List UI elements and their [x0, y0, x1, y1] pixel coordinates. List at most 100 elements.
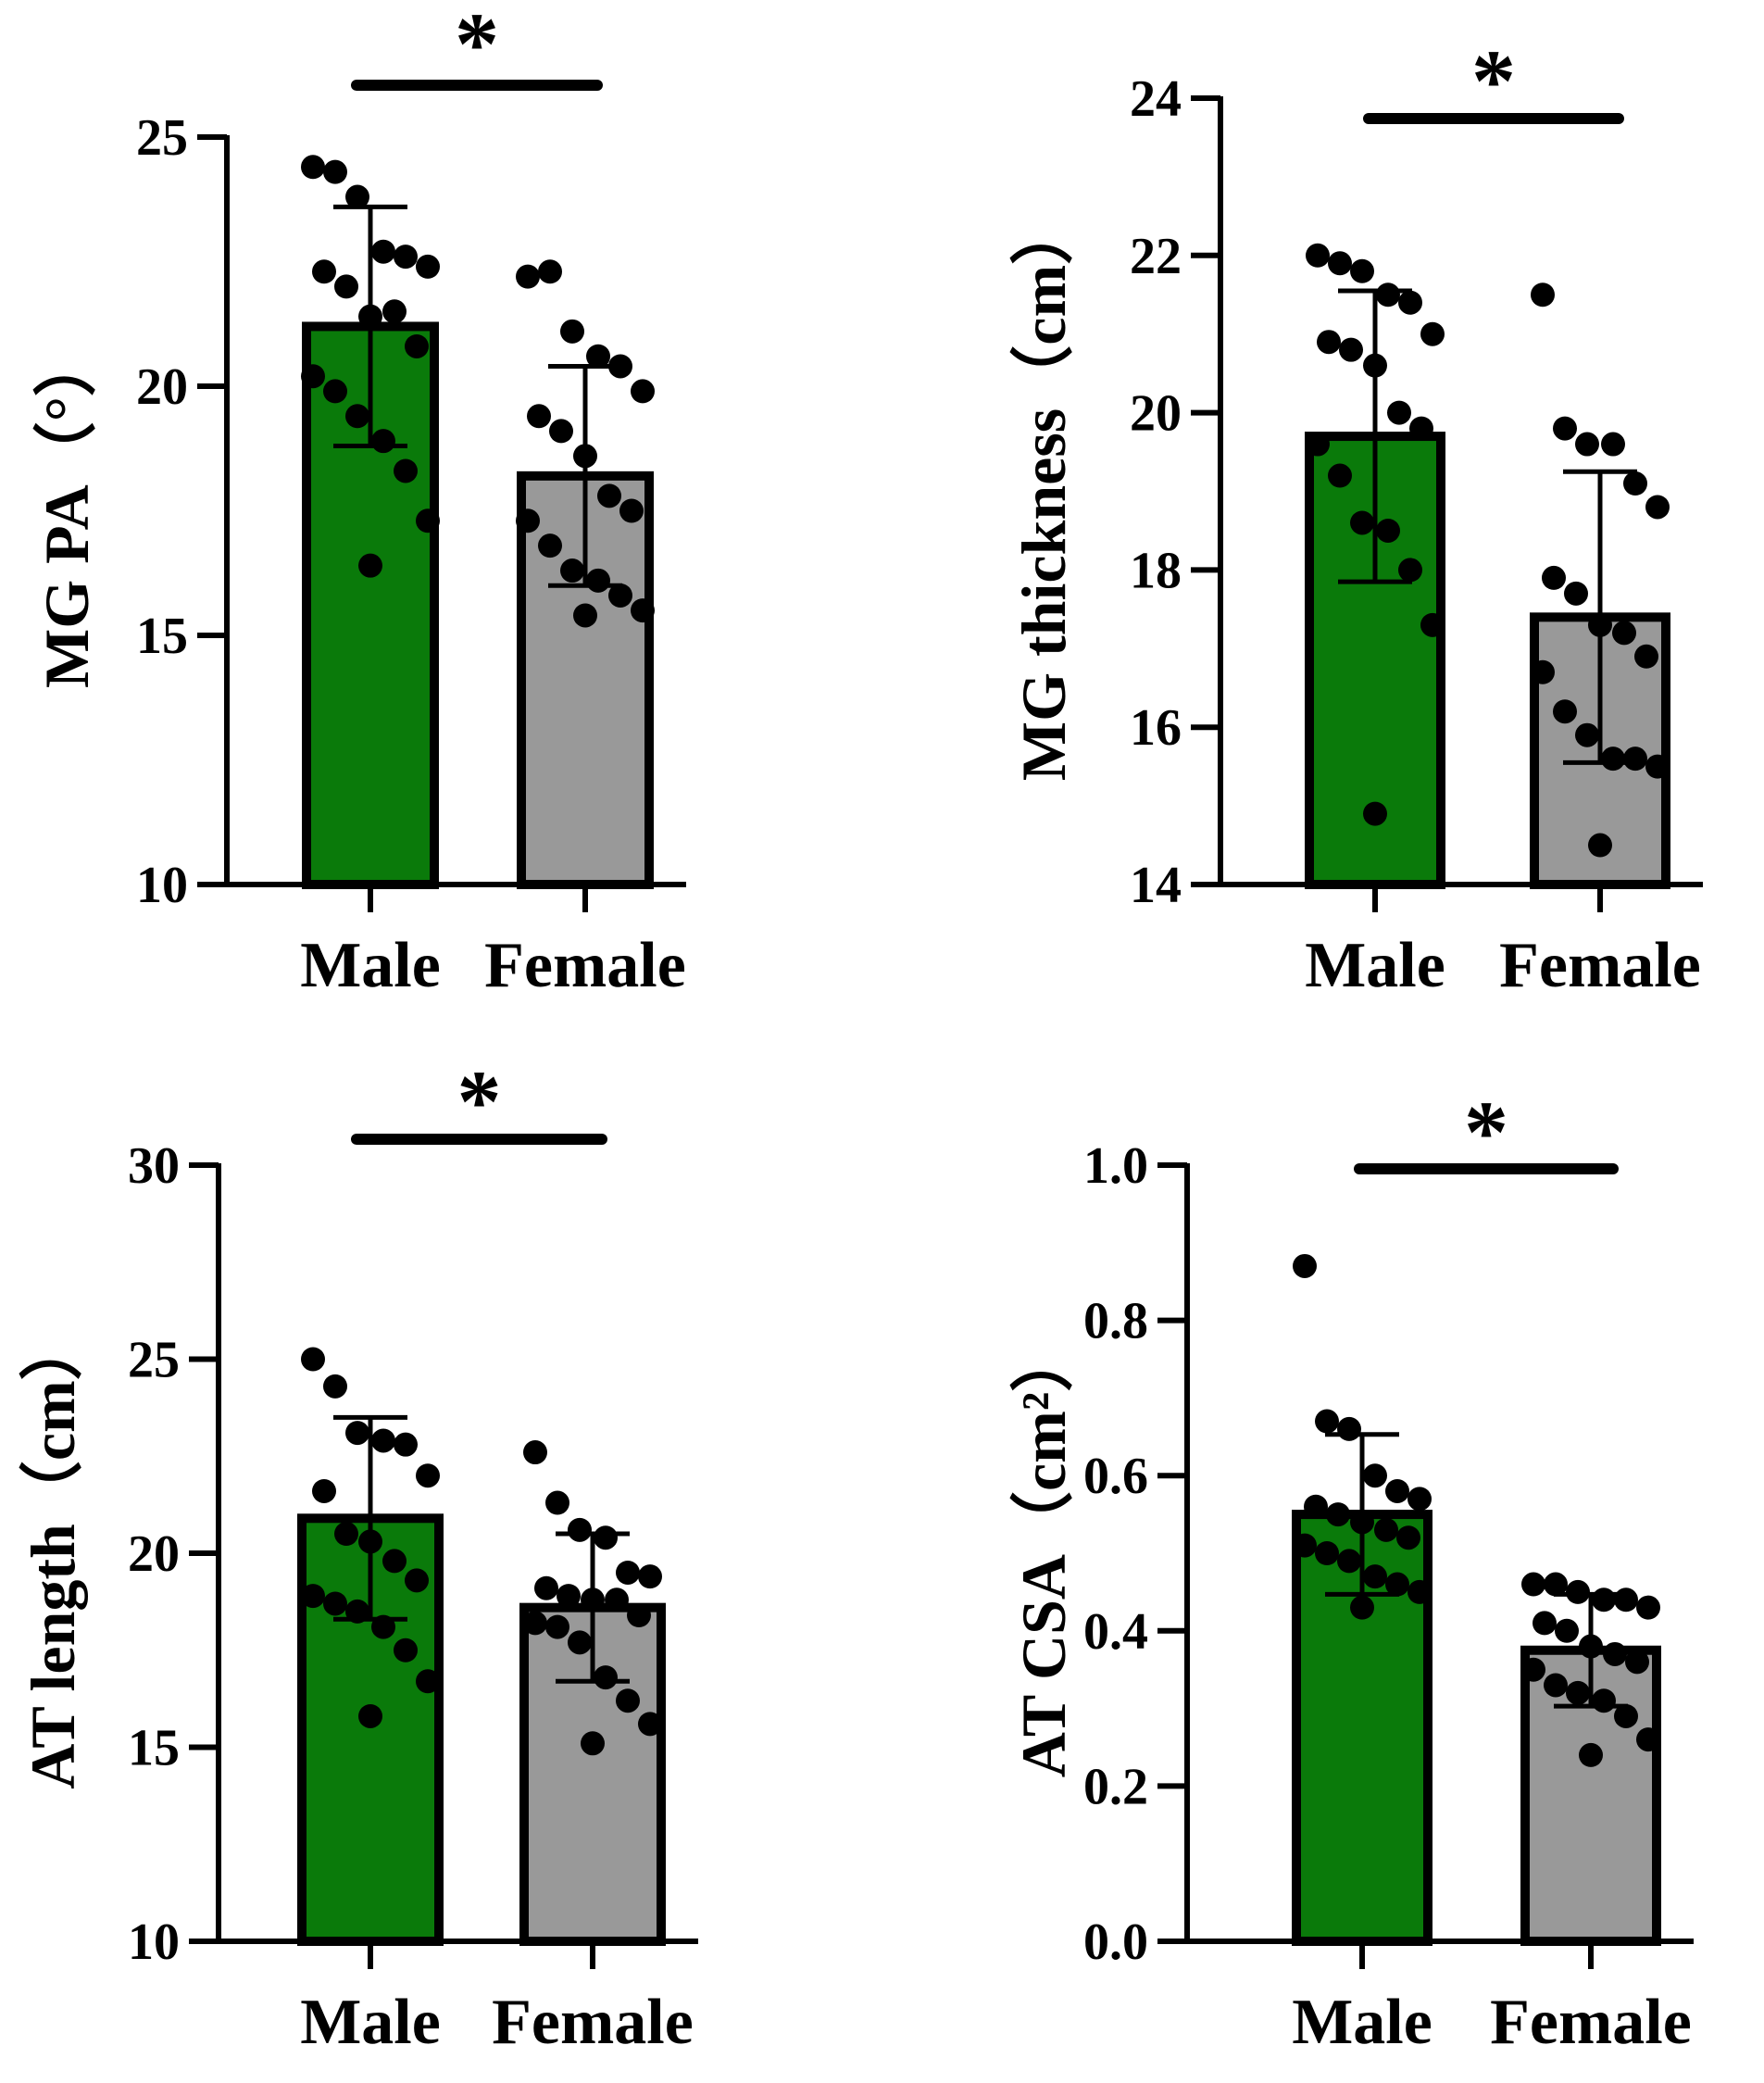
y-tick-label: 25 [128, 1332, 180, 1389]
x-category-label: Male [300, 1987, 441, 2058]
data-point-female [1575, 722, 1599, 747]
data-point-female [516, 264, 540, 289]
y-tick-label: 18 [1130, 542, 1182, 599]
data-point-female [1614, 1703, 1638, 1728]
y-tick-label: 14 [1130, 857, 1182, 914]
chart-panel-1: 10 15 20 25 Male Female MG PA（°） * [31, 0, 686, 1001]
data-point-female [1588, 833, 1612, 858]
data-point-female [638, 1564, 662, 1589]
data-point-male [1407, 1487, 1432, 1512]
data-point-male [1385, 1572, 1409, 1597]
x-category-label: Female [484, 930, 686, 1001]
significance-marker: * [457, 1052, 502, 1151]
data-point-female [1575, 432, 1599, 457]
y-axis-title: AT length（cm） [18, 1317, 88, 1788]
data-point-male [312, 1478, 336, 1503]
data-point-male [1328, 463, 1352, 488]
x-category-label: Male [1305, 930, 1445, 1001]
data-point-female [1592, 1688, 1616, 1713]
data-point-male [1293, 1253, 1317, 1278]
data-point-female [560, 558, 584, 583]
data-point-male [1396, 1525, 1420, 1550]
data-point-female [581, 1731, 605, 1756]
data-point-male [334, 274, 358, 299]
data-point-male [416, 1669, 440, 1694]
data-point-male [394, 458, 418, 483]
data-point-female [608, 583, 632, 608]
data-point-female [1614, 1587, 1638, 1612]
y-tick-label: 10 [128, 1914, 180, 1971]
data-point-female [1553, 416, 1577, 441]
data-point-female [1533, 1611, 1557, 1636]
x-category-label: Male [1292, 1987, 1432, 2058]
data-point-female [1645, 754, 1670, 779]
data-point-male [1326, 1502, 1350, 1527]
significance-marker: * [455, 0, 499, 94]
data-point-male [1385, 1478, 1409, 1503]
data-point-male [416, 1463, 440, 1488]
data-point-male [1407, 1579, 1432, 1604]
y-tick-label: 10 [136, 857, 188, 914]
data-point-male [371, 1428, 395, 1453]
data-point-female [568, 1517, 592, 1542]
data-point-male [1363, 801, 1387, 826]
data-point-female [568, 1630, 592, 1655]
y-tick-label: 1.0 [1083, 1137, 1148, 1195]
x-category-label: Male [300, 930, 441, 1001]
data-point-female [594, 1665, 618, 1690]
data-point-male [1328, 251, 1352, 276]
data-point-male [345, 184, 369, 209]
data-point-female [527, 404, 551, 429]
data-point-male [371, 429, 395, 454]
data-point-female [631, 379, 655, 404]
data-point-male [1337, 1416, 1361, 1441]
data-point-female [534, 1575, 558, 1600]
data-point-male [1420, 321, 1445, 346]
data-point-female [538, 533, 562, 558]
data-point-male [345, 404, 369, 429]
data-point-male [1350, 510, 1374, 535]
data-point-female [545, 1614, 569, 1639]
data-point-male [358, 1703, 382, 1728]
data-point-male [405, 1568, 429, 1593]
data-point-female [1612, 621, 1636, 646]
data-point-female [1544, 1673, 1568, 1698]
data-point-female [1603, 1641, 1627, 1666]
data-point-male [1304, 1494, 1328, 1519]
data-point-male [1306, 243, 1330, 268]
data-point-female [523, 1611, 547, 1636]
y-tick-label: 15 [136, 608, 188, 665]
y-tick-label: 0.8 [1083, 1293, 1148, 1350]
data-point-male [405, 333, 429, 358]
data-point-female [1623, 471, 1647, 496]
data-point-female [616, 1688, 640, 1713]
data-point-male [1363, 1463, 1387, 1488]
y-tick-label: 0.2 [1083, 1758, 1148, 1815]
data-point-female [616, 1560, 640, 1585]
data-point-male [1398, 290, 1422, 315]
y-tick-label: 20 [136, 358, 188, 416]
data-point-female [631, 598, 655, 623]
data-point-female [1566, 1579, 1590, 1604]
data-point-female [1555, 1618, 1579, 1643]
data-point-male [323, 379, 347, 404]
data-point-male [1317, 330, 1341, 355]
data-point-male [416, 508, 440, 533]
data-point-male [1387, 400, 1411, 425]
y-tick-label: 24 [1130, 70, 1182, 128]
data-point-female [586, 344, 610, 369]
data-point-female [627, 1603, 651, 1628]
data-point-female [557, 1584, 581, 1609]
data-point-male [1398, 558, 1422, 583]
data-point-male [345, 1421, 369, 1446]
data-point-male [312, 259, 336, 284]
data-point-male [1420, 612, 1445, 637]
data-point-female [1636, 1595, 1660, 1620]
data-point-male [1350, 258, 1374, 283]
data-point-male [1337, 1549, 1361, 1574]
data-point-female [1645, 495, 1670, 520]
y-axis-title: MG PA（°） [31, 333, 102, 688]
data-point-male [394, 1638, 418, 1663]
data-point-male [1315, 1541, 1339, 1565]
